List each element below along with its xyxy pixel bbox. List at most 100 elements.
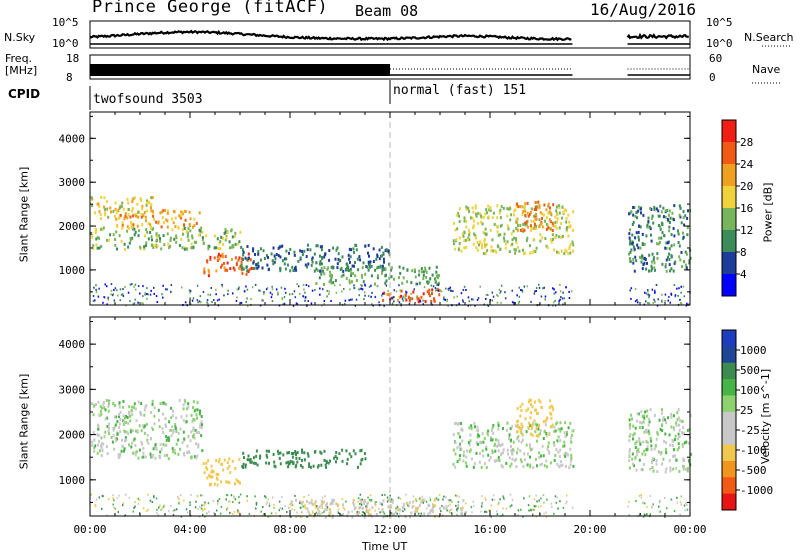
data-cell [315,282,318,285]
data-cell [664,265,667,269]
data-cell [159,211,162,215]
noise-cell [450,289,452,292]
data-cell [203,267,206,271]
noise-cell [93,286,95,289]
noise-cell [568,297,571,299]
noise-cell [530,509,532,512]
noise-cell [565,286,567,289]
data-cell [463,231,466,235]
data-cell [308,464,311,468]
data-cell [656,256,659,260]
data-cell [242,462,245,466]
noise-cell [163,504,165,507]
data-cell [277,246,280,250]
data-cell [354,452,357,456]
data-cell [381,269,384,273]
data-cell [572,210,575,214]
noise-cell [247,304,249,307]
noise-cell [265,503,268,506]
noise-cell [284,505,286,508]
noise-cell [137,285,140,288]
noise-cell [468,300,471,303]
noise-cell [565,502,567,505]
data-cell [628,453,631,457]
noise-cell [550,502,553,505]
data-cell [367,251,369,255]
data-cell [101,406,103,410]
noise-cell [326,506,329,509]
data-cell [137,210,140,214]
data-cell [509,218,512,222]
data-cell [255,263,258,267]
data-cell [489,207,492,211]
data-cell [681,265,683,269]
data-cell [112,434,115,438]
data-cell [548,433,551,436]
noise-cell [272,496,274,499]
data-cell [384,281,387,285]
data-cell [522,222,525,226]
data-cell [422,270,425,274]
data-cell [190,413,193,417]
data-cell [353,503,356,507]
data-cell [651,466,654,470]
noise-cell [563,297,566,300]
noise-cell [540,505,542,508]
data-cell [519,458,522,462]
data-cell [568,220,571,224]
data-cell [666,217,669,221]
data-cell [655,437,658,441]
data-cell [417,297,420,301]
data-cell [414,498,417,502]
data-cell [516,430,519,434]
data-cell [100,444,102,448]
data-cell [364,272,367,276]
data-cell [98,210,101,214]
data-cell [102,226,105,230]
data-cell [206,260,209,264]
data-cell [153,217,155,221]
data-cell [632,261,635,265]
data-cell [118,401,121,405]
data-cell [638,224,641,228]
noise-cell [405,291,408,294]
data-cell [207,274,210,278]
data-cell [634,236,637,240]
data-cell [153,414,156,418]
data-cell [635,468,638,472]
data-cell [318,505,321,509]
data-cell [195,431,198,434]
noise-cell [517,514,519,516]
noise-cell [368,285,371,288]
data-cell [682,235,685,239]
data-cell [556,462,559,466]
noise-cell [674,295,676,298]
data-cell [156,235,159,238]
data-cell [187,435,190,439]
data-cell [637,447,640,451]
data-cell [534,250,537,254]
data-cell [133,405,135,409]
data-cell [152,244,155,247]
data-cell [360,448,363,452]
data-cell [240,264,243,267]
data-cell [494,449,497,453]
data-cell [688,441,691,445]
data-cell [193,455,196,459]
data-cell [465,225,468,229]
noise-cell [448,289,450,292]
data-cell [549,399,552,403]
noise-cell [181,286,183,289]
data-cell [276,449,279,453]
data-cell [272,246,275,250]
data-cell [676,411,679,414]
data-cell [359,449,362,453]
data-cell [208,244,211,248]
nsky-series [89,29,572,42]
data-cell [109,206,112,210]
data-cell [293,253,296,257]
data-cell [398,265,401,269]
data-cell [638,426,641,429]
data-cell [218,457,221,461]
